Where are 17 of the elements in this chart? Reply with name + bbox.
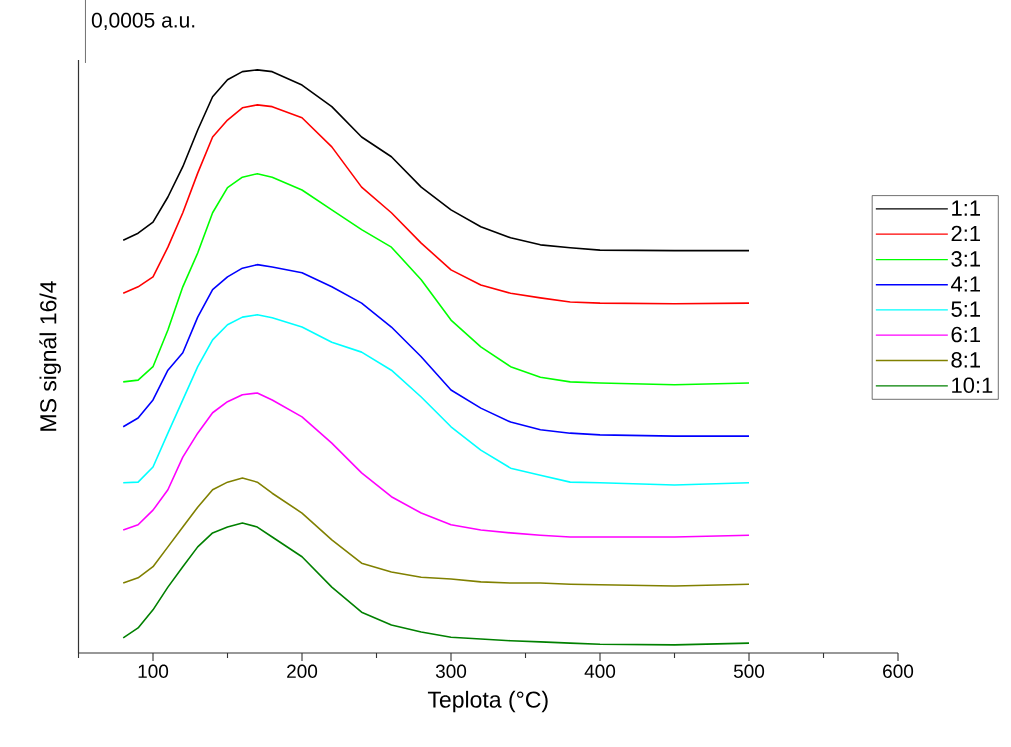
legend-label: 2:1 <box>951 225 980 242</box>
x-tick-label: 600 <box>883 664 914 678</box>
legend-label: 1:1 <box>952 200 980 216</box>
legend-label: 3:1 <box>951 251 980 267</box>
legend-label: 10:1 <box>952 377 993 394</box>
legend-label: 8:1 <box>951 352 980 368</box>
x-axis-title: Teplota (°C) <box>427 690 548 713</box>
x-tick-label: 200 <box>287 664 318 678</box>
x-tick-label: 500 <box>733 664 765 678</box>
x-tick-label: 300 <box>435 664 467 678</box>
y-axis-title: MS signál 16/4 <box>39 281 61 431</box>
legend-label: 5:1 <box>951 301 980 317</box>
legend-label: 6:1 <box>951 326 980 343</box>
x-tick-label: 400 <box>584 664 616 678</box>
x-tick-label: 100 <box>138 664 169 678</box>
legend-label: 4:1 <box>950 276 980 292</box>
text: 0,0005 a.u. <box>91 12 195 31</box>
